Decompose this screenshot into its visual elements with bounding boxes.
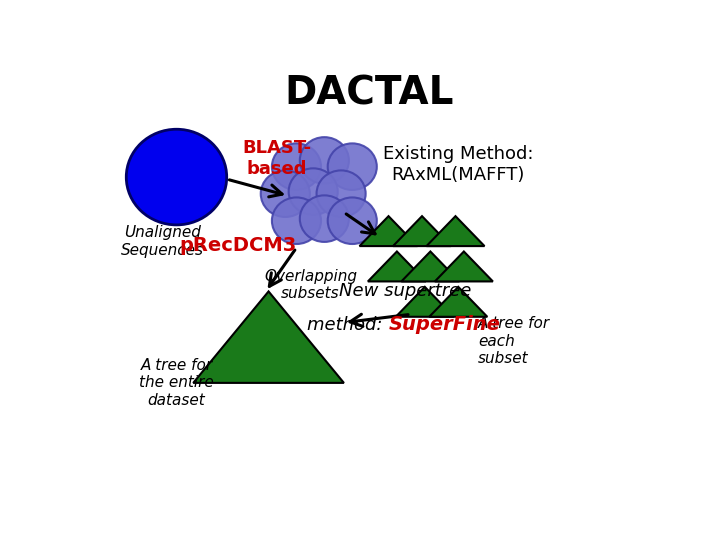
- Ellipse shape: [328, 198, 377, 244]
- Text: SuperFine: SuperFine: [389, 315, 500, 334]
- Text: New supertree: New supertree: [339, 282, 472, 300]
- Text: pRecDCM3: pRecDCM3: [179, 236, 297, 255]
- Ellipse shape: [272, 144, 321, 190]
- Ellipse shape: [289, 168, 338, 215]
- Polygon shape: [359, 216, 418, 246]
- Ellipse shape: [300, 195, 349, 242]
- Ellipse shape: [261, 171, 310, 217]
- Polygon shape: [429, 287, 487, 317]
- Polygon shape: [393, 216, 451, 246]
- Text: BLAST-
based: BLAST- based: [243, 139, 312, 178]
- Text: Overlapping
subsets: Overlapping subsets: [264, 269, 357, 301]
- Text: A tree for
the entire
dataset: A tree for the entire dataset: [139, 358, 214, 408]
- Text: method:: method:: [307, 316, 389, 334]
- Text: Unaligned
Sequences: Unaligned Sequences: [121, 225, 204, 258]
- Ellipse shape: [317, 171, 366, 217]
- Text: A tree for
each
subset: A tree for each subset: [478, 316, 550, 366]
- Ellipse shape: [272, 198, 321, 244]
- Ellipse shape: [126, 129, 227, 225]
- Ellipse shape: [328, 144, 377, 190]
- Polygon shape: [396, 287, 454, 317]
- Ellipse shape: [300, 137, 349, 184]
- Text: Existing Method:
RAxML(MAFFT): Existing Method: RAxML(MAFFT): [383, 145, 534, 184]
- Text: DACTAL: DACTAL: [284, 75, 454, 113]
- Polygon shape: [193, 292, 344, 383]
- Polygon shape: [368, 252, 426, 281]
- Polygon shape: [401, 252, 459, 281]
- Polygon shape: [435, 252, 493, 281]
- Polygon shape: [426, 216, 485, 246]
